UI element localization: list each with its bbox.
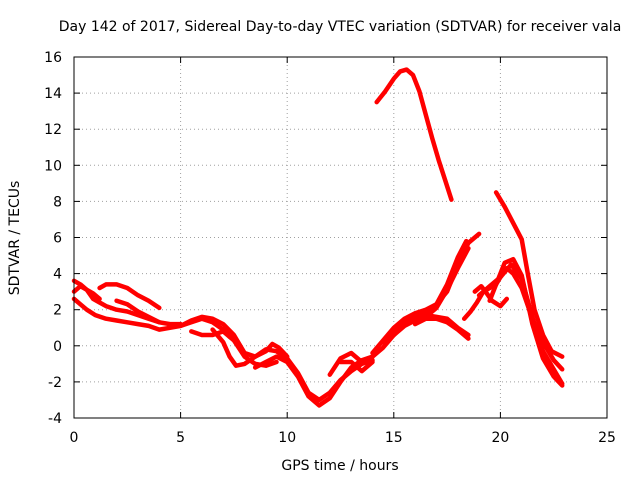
y-tick-label: 0 [53, 339, 62, 355]
y-tick-label: 4 [53, 267, 62, 283]
y-tick-label: -2 [48, 375, 62, 391]
x-axis-label: GPS time / hours [281, 458, 398, 474]
chart-title: Day 142 of 2017, Sidereal Day-to-day VTE… [59, 19, 622, 35]
y-tick-label: 6 [53, 231, 62, 247]
grid [74, 57, 607, 418]
x-tick-label: 20 [491, 430, 509, 446]
x-tick-label: 5 [176, 430, 185, 446]
series-sat-t [493, 190, 565, 359]
series-sat-c [71, 278, 102, 302]
series-sat-o [412, 316, 471, 341]
series-sat-e [114, 298, 183, 327]
series-sat-d [97, 282, 162, 311]
series-sat-u [472, 283, 510, 309]
x-tick-label: 25 [598, 430, 616, 446]
y-axis-label: SDTVAR / TECUs [7, 181, 23, 296]
y-tick-label: 8 [53, 194, 62, 210]
y-tick-label: 10 [44, 158, 62, 174]
series-sat-m [380, 238, 469, 345]
series-sat-h [210, 327, 290, 368]
x-tick-label: 10 [278, 430, 296, 446]
data-series [71, 67, 565, 408]
y-tick-label: 12 [44, 122, 62, 138]
series-sat-s [487, 256, 565, 388]
x-tick-label: 15 [385, 430, 403, 446]
y-tick-label: 16 [44, 50, 62, 66]
y-tick-label: 2 [53, 303, 62, 319]
series-sat-p [374, 67, 454, 202]
y-tick-label: 14 [44, 86, 62, 102]
x-tick-label: 0 [70, 430, 79, 446]
series-sat-k [338, 359, 375, 374]
axis-ticks: 0 5 10 15 20 25 -4 -2 0 2 4 6 8 10 12 14 16 [44, 50, 616, 446]
series-sat-n [391, 246, 471, 338]
series-sat-a [71, 296, 237, 341]
y-tick-label: -4 [48, 411, 62, 427]
